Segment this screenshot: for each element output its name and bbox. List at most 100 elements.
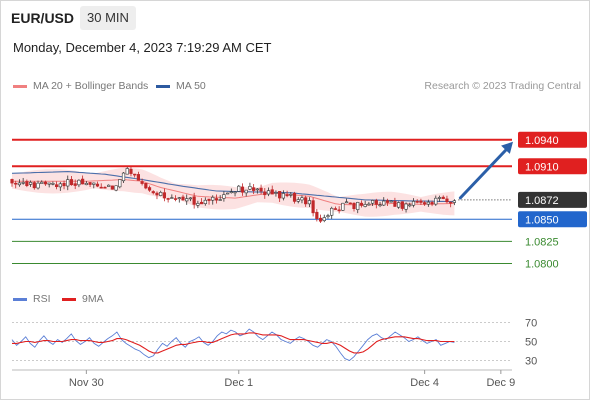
candle-body <box>192 196 196 205</box>
rsi-level-label-70: 70 <box>525 318 537 330</box>
candle-body <box>382 200 386 206</box>
candle-body <box>452 200 456 203</box>
legend-ma20[interactable]: MA 20 + Bollinger Bands <box>13 80 148 92</box>
ma9-swatch <box>62 297 76 301</box>
candle-body <box>103 186 107 189</box>
ma50-line <box>11 171 455 203</box>
candle-body <box>322 217 326 221</box>
candle-body <box>411 201 416 206</box>
candle-body <box>218 199 222 201</box>
candle-body <box>289 194 293 196</box>
candle-body <box>352 202 356 209</box>
candle-body <box>36 182 40 189</box>
candle-body <box>99 186 103 189</box>
timeframe-selector[interactable]: 30 MIN <box>80 6 136 30</box>
candle-body <box>166 198 170 200</box>
candle-body <box>419 200 423 203</box>
candle-body <box>415 201 419 203</box>
candle-body <box>359 202 364 206</box>
candle-body <box>315 211 319 219</box>
ma50-swatch <box>156 84 170 88</box>
level-tag-1.0940 <box>518 131 587 148</box>
candle-body <box>32 182 36 189</box>
candle-body <box>370 200 375 204</box>
x-tick-label: Dec 9 <box>486 377 515 389</box>
candle-body <box>129 168 133 174</box>
candle-body <box>136 174 140 181</box>
candle-body <box>69 179 74 186</box>
candle-body <box>92 182 96 185</box>
instrument-title: EUR/USD <box>11 10 75 26</box>
candle-body <box>173 198 178 200</box>
candle-body <box>434 197 438 205</box>
candle-body <box>14 182 18 185</box>
candle-body <box>374 200 378 205</box>
candle-body <box>81 178 85 185</box>
candle-body <box>397 202 401 208</box>
candle-body <box>162 192 167 199</box>
candle-body <box>88 182 92 185</box>
candle-body <box>62 182 66 187</box>
candle-body <box>252 187 256 191</box>
target-label-1.0825: 1.0825 <box>525 236 559 248</box>
candle-body <box>43 181 48 185</box>
candle-body <box>266 190 271 195</box>
candle-body <box>40 181 44 184</box>
legend-ma50[interactable]: MA 50 <box>156 80 206 92</box>
candle-body <box>211 196 215 201</box>
candle-body <box>155 192 159 196</box>
level-tag-1.0910 <box>518 158 587 175</box>
legend-rsi[interactable]: RSI <box>13 293 51 305</box>
candle-body <box>244 189 248 194</box>
candle-body <box>159 192 163 196</box>
legend-9ma-label: 9MA <box>82 293 104 305</box>
candle-body <box>21 182 25 184</box>
candle-body <box>147 187 152 191</box>
candle-body <box>214 198 219 201</box>
legend-9ma[interactable]: 9MA <box>62 293 104 305</box>
candle-body <box>84 182 88 186</box>
ma20-line <box>12 178 455 206</box>
rsi-level-label-50: 50 <box>525 337 537 349</box>
candle-body <box>274 192 278 194</box>
candle-body <box>356 201 360 210</box>
candle-body <box>330 207 334 216</box>
projection-arrow <box>458 146 510 200</box>
candle-body <box>333 208 338 210</box>
candle-body <box>296 199 300 202</box>
candle-body <box>259 187 263 192</box>
candle-body <box>270 189 274 195</box>
candle-body <box>222 194 226 199</box>
candle-body <box>110 185 114 190</box>
candle-body <box>125 168 129 175</box>
legend-rsi-label: RSI <box>33 293 51 305</box>
candle-body <box>144 183 148 189</box>
candle-body <box>140 181 144 184</box>
candle-body <box>28 182 33 185</box>
bollinger-bands-area <box>12 167 455 217</box>
candle-body <box>278 191 282 199</box>
candle-body <box>233 191 237 194</box>
candle-body <box>341 202 345 211</box>
candle-body <box>441 196 445 199</box>
candle-body <box>58 183 62 188</box>
candle-body <box>207 198 211 201</box>
candle-body <box>363 204 367 207</box>
candle-body <box>393 201 397 207</box>
candle-body <box>181 196 185 201</box>
candle-body <box>385 200 390 203</box>
candle-body <box>240 186 245 193</box>
candle-body <box>449 201 453 204</box>
candle-body <box>255 188 259 191</box>
candle-body <box>133 173 137 176</box>
x-tick-label: Dec 4 <box>410 377 439 389</box>
candle-body <box>423 202 427 205</box>
candle-body <box>226 192 230 195</box>
candle-body <box>426 201 430 205</box>
candle-body <box>344 201 349 204</box>
candle-body <box>118 179 122 188</box>
rsi-swatch <box>13 297 27 301</box>
candle-body <box>292 193 297 202</box>
candle-body <box>337 209 341 212</box>
